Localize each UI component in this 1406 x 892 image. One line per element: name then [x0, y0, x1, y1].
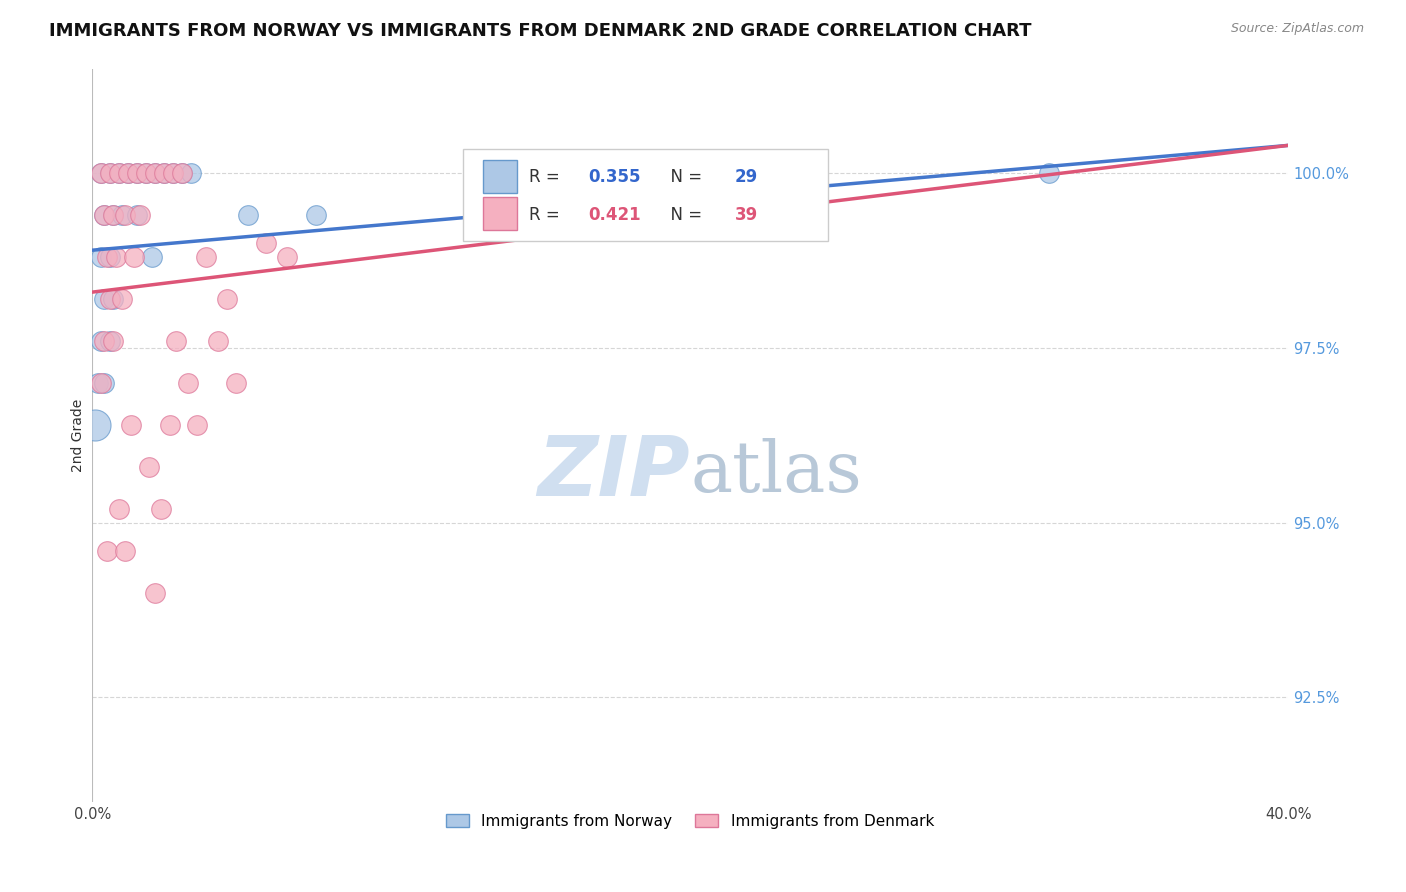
Point — [117, 166, 139, 180]
Point — [120, 417, 142, 432]
Point — [90, 250, 112, 264]
Point — [98, 166, 121, 180]
FancyBboxPatch shape — [484, 161, 517, 194]
Point — [254, 236, 277, 251]
Point — [1038, 166, 1060, 180]
Point — [108, 166, 131, 180]
FancyBboxPatch shape — [463, 149, 828, 241]
Point — [84, 417, 107, 432]
Point — [138, 459, 160, 474]
Point — [186, 417, 208, 432]
Point — [135, 166, 157, 180]
Point — [129, 208, 152, 222]
Point — [93, 376, 115, 390]
Point — [93, 208, 115, 222]
Text: 39: 39 — [734, 206, 758, 224]
Point — [96, 250, 118, 264]
Point — [194, 250, 217, 264]
Point — [143, 166, 166, 180]
Text: IMMIGRANTS FROM NORWAY VS IMMIGRANTS FROM DENMARK 2ND GRADE CORRELATION CHART: IMMIGRANTS FROM NORWAY VS IMMIGRANTS FRO… — [49, 22, 1032, 40]
Point — [98, 166, 121, 180]
Point — [114, 208, 136, 222]
Text: 29: 29 — [734, 168, 758, 186]
Point — [125, 166, 148, 180]
Point — [93, 334, 115, 348]
Point — [101, 334, 124, 348]
Point — [225, 376, 247, 390]
Point — [101, 292, 124, 306]
Point — [90, 166, 112, 180]
Point — [215, 292, 238, 306]
Point — [117, 166, 139, 180]
Point — [98, 250, 121, 264]
Point — [125, 166, 148, 180]
Point — [135, 166, 157, 180]
Point — [105, 250, 128, 264]
Point — [108, 501, 131, 516]
Point — [162, 166, 184, 180]
Point — [141, 250, 163, 264]
Point — [87, 376, 110, 390]
Point — [98, 292, 121, 306]
Point — [101, 208, 124, 222]
Text: atlas: atlas — [690, 438, 862, 507]
Point — [162, 166, 184, 180]
Point — [170, 166, 193, 180]
Text: R =: R = — [529, 206, 565, 224]
Point — [143, 166, 166, 180]
Point — [605, 166, 627, 180]
Point — [207, 334, 229, 348]
Point — [90, 376, 112, 390]
Point — [165, 334, 187, 348]
Point — [180, 166, 202, 180]
Point — [149, 501, 172, 516]
Point — [153, 166, 176, 180]
Point — [114, 543, 136, 558]
Point — [305, 208, 328, 222]
Point — [122, 250, 145, 264]
Point — [111, 208, 134, 222]
Point — [276, 250, 298, 264]
Point — [90, 334, 112, 348]
FancyBboxPatch shape — [484, 197, 517, 230]
Point — [101, 208, 124, 222]
Point — [177, 376, 200, 390]
Point — [98, 334, 121, 348]
Point — [93, 292, 115, 306]
Point — [108, 166, 131, 180]
Point — [159, 417, 181, 432]
Text: 0.355: 0.355 — [589, 168, 641, 186]
Point — [125, 208, 148, 222]
Point — [153, 166, 176, 180]
Point — [93, 208, 115, 222]
Text: N =: N = — [661, 206, 707, 224]
Text: R =: R = — [529, 168, 565, 186]
Text: ZIP: ZIP — [537, 432, 690, 513]
Legend: Immigrants from Norway, Immigrants from Denmark: Immigrants from Norway, Immigrants from … — [440, 807, 941, 835]
Point — [143, 585, 166, 599]
Point — [90, 166, 112, 180]
Point — [236, 208, 259, 222]
Point — [170, 166, 193, 180]
Text: 0.421: 0.421 — [589, 206, 641, 224]
Y-axis label: 2nd Grade: 2nd Grade — [72, 399, 86, 472]
Point — [96, 543, 118, 558]
Text: N =: N = — [661, 168, 707, 186]
Text: Source: ZipAtlas.com: Source: ZipAtlas.com — [1230, 22, 1364, 36]
Point — [111, 292, 134, 306]
